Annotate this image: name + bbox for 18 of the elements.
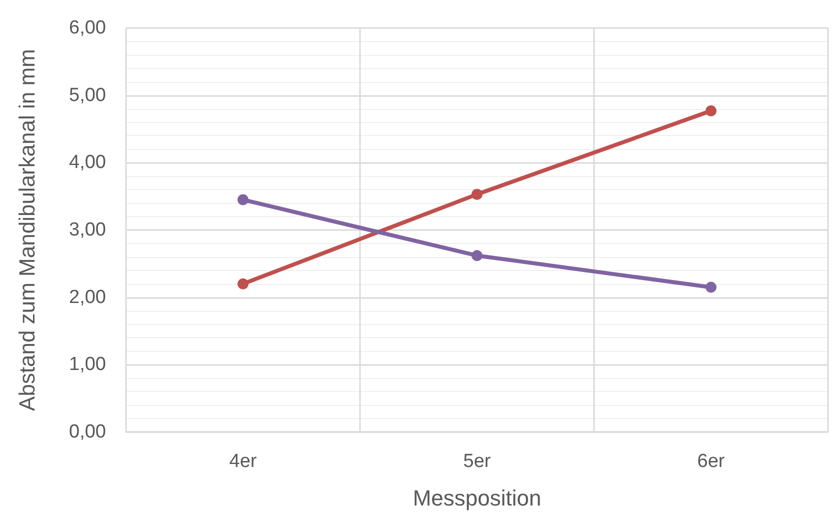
x-tick-label: 5er <box>463 451 492 472</box>
y-tick-label: 3,00 <box>69 220 106 240</box>
y-tick-label: 4,00 <box>69 152 106 174</box>
point <box>238 278 248 290</box>
x-tick-label: 4er <box>229 451 258 472</box>
y-tick-label: 5,00 <box>69 84 106 106</box>
y-tick-label: 2,00 <box>69 286 106 308</box>
y-tick-label: 6,00 <box>69 18 106 38</box>
point <box>238 194 248 206</box>
point <box>706 282 716 293</box>
point <box>472 250 482 262</box>
point <box>706 105 716 116</box>
x-tick-label: 6er <box>697 451 726 472</box>
y-tick-label: 1,00 <box>69 354 106 376</box>
point <box>472 188 482 200</box>
y-tick-label: 0,00 <box>69 422 106 442</box>
x-axis-title: Messposition <box>412 486 542 510</box>
y-axis-title: Abstand zum Mandibularkanal in mm <box>14 49 40 411</box>
